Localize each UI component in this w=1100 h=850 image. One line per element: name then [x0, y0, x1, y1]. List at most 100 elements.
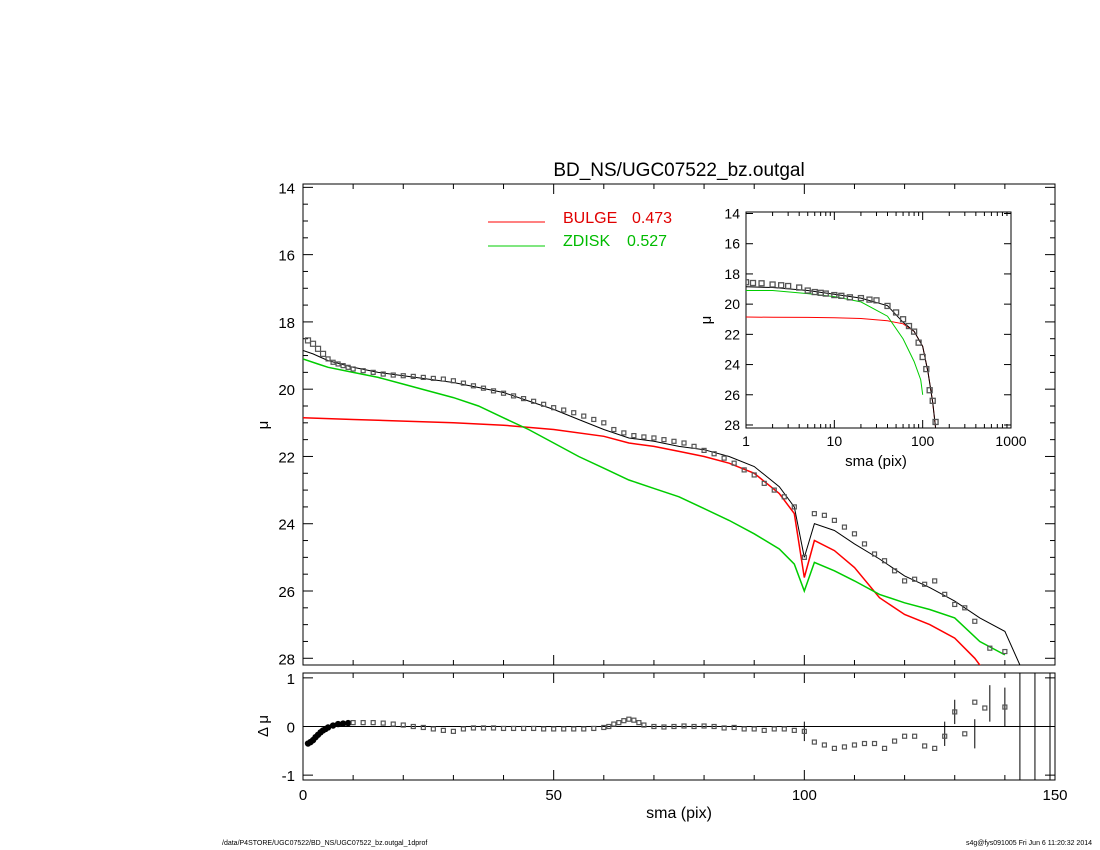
data-point	[400, 373, 406, 379]
inset-y-tick-label: 24	[724, 357, 740, 373]
inset-data-point	[769, 281, 776, 288]
data-point	[922, 581, 928, 587]
inset-x-tick-label: 1	[742, 433, 750, 449]
data-point	[671, 438, 677, 444]
data-point	[370, 369, 376, 375]
y-tick-label: 20	[278, 382, 295, 399]
residual-point	[781, 726, 787, 732]
inset-x-tick-label: 1000	[995, 433, 1026, 449]
data-point	[350, 366, 356, 372]
data-point	[751, 472, 757, 478]
residual-point	[510, 725, 517, 732]
legend-disk-value: 0.527	[627, 233, 667, 250]
inset-data-point	[811, 288, 818, 296]
y-tick-label: 16	[278, 248, 295, 265]
data-point	[581, 413, 587, 419]
residual-point	[500, 725, 507, 732]
residual-point	[460, 726, 467, 732]
residual-point	[962, 731, 968, 737]
legend-bulge-label: BULGE	[563, 210, 617, 227]
data-point	[801, 554, 807, 560]
residual-point	[611, 721, 617, 727]
data-point	[621, 430, 627, 436]
residual-point	[771, 726, 777, 732]
data-point	[330, 359, 336, 365]
data-point	[962, 605, 968, 611]
residual-point	[711, 723, 717, 730]
data-point	[781, 494, 787, 500]
inset-data-point	[892, 309, 900, 316]
x-axis-label: sma (pix)	[646, 805, 712, 822]
inset-y-tick-label: 14	[724, 206, 740, 222]
residual-point	[891, 738, 898, 744]
residual-y-tick-label: -1	[282, 768, 295, 785]
inset-y-tick-label: 28	[724, 417, 740, 433]
main-plot-frame	[302, 183, 1056, 666]
main-y-axis-label: μ	[255, 421, 272, 430]
residual-point	[541, 726, 547, 732]
inset-y-tick-label: 22	[724, 326, 740, 342]
residual-point	[324, 724, 332, 731]
residual-point	[901, 733, 908, 739]
residual-point	[851, 742, 858, 748]
residual-point	[480, 725, 487, 731]
residual-y-tick-label: 1	[287, 671, 295, 688]
y-tick-label: 14	[278, 180, 295, 197]
inset-y-tick-label: 18	[724, 266, 740, 282]
inset-data-point	[873, 297, 880, 304]
inset-axis-ticks: 14 16 18 20 22 24 26 281 10 100 1000	[724, 206, 1026, 449]
residual-point	[390, 721, 396, 727]
inset-y-tick-label: 20	[724, 296, 740, 312]
data-point	[1002, 648, 1008, 655]
inset-data-point	[905, 322, 913, 330]
residual-point	[641, 722, 647, 728]
residual-point	[701, 723, 707, 729]
data-point	[319, 350, 327, 357]
data-point	[480, 385, 487, 391]
inset-data-point	[932, 418, 939, 426]
residual-point	[871, 740, 878, 747]
residual-point	[430, 726, 436, 732]
data-point	[721, 455, 727, 461]
legend-bulge-value: 0.473	[632, 210, 672, 227]
data-point	[641, 434, 647, 440]
inset-data-point	[846, 294, 854, 301]
data-point	[691, 443, 697, 449]
residual-axis-ticks: -1 0 1	[282, 671, 1056, 785]
residual-point	[561, 726, 567, 732]
residual-point	[791, 727, 797, 733]
data-point	[711, 451, 717, 457]
inset-data-point	[915, 339, 922, 346]
inset-data-point	[926, 387, 933, 394]
residual-point	[551, 726, 557, 732]
inset-data-point	[884, 302, 891, 310]
y-tick-label: 24	[278, 517, 295, 534]
residual-point	[661, 724, 667, 730]
inset-data-point	[929, 397, 936, 404]
data-point	[761, 480, 767, 486]
residual-point	[631, 717, 637, 723]
inset-data-point	[899, 316, 907, 323]
data-point	[942, 591, 948, 597]
data-point	[651, 435, 657, 441]
inset-data-point	[910, 328, 918, 335]
data-point	[741, 467, 747, 473]
residual-point	[531, 725, 537, 732]
data-point	[335, 361, 341, 367]
data-point	[531, 398, 537, 404]
data-point	[681, 440, 687, 446]
data-point	[520, 396, 527, 402]
data-point	[360, 368, 366, 374]
inset-data-point	[778, 282, 785, 289]
inset-data-point	[857, 294, 865, 302]
residual-series-group	[304, 673, 1051, 780]
inset-data-point	[784, 282, 792, 290]
x-tick-label: 0	[299, 787, 307, 804]
data-point	[952, 601, 958, 608]
residual-point	[344, 719, 352, 727]
residual-point	[681, 723, 687, 729]
data-point	[490, 388, 497, 394]
data-point	[390, 372, 396, 378]
data-point	[571, 410, 577, 416]
